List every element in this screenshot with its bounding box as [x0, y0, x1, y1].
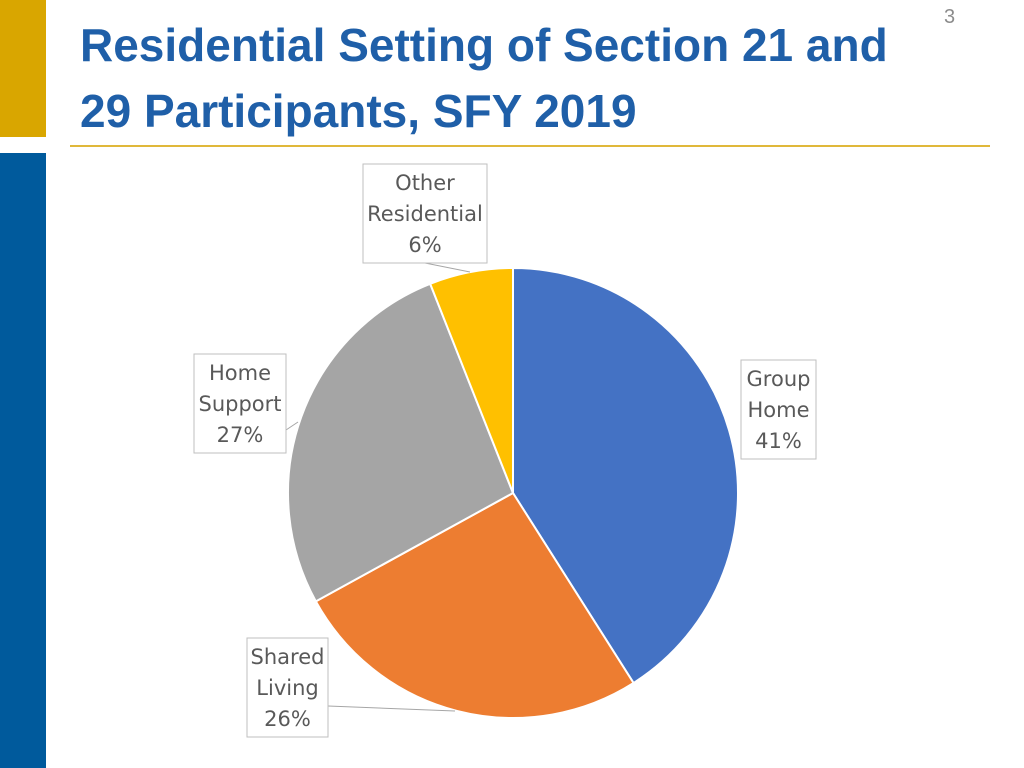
- data-label-text: Shared: [251, 645, 325, 669]
- leader-line-other-residential: [424, 262, 471, 273]
- data-label-home-support: Home Support 27%: [193, 353, 299, 454]
- slide-title-line-1: Residential Setting of Section 21 and: [80, 19, 888, 71]
- title-rule: [70, 145, 990, 147]
- data-label-text: Support: [198, 392, 281, 416]
- data-label-box-shared-living: [246, 637, 329, 738]
- pie-slice-group-home: [512, 266, 739, 685]
- data-label-shared-living: Shared Living 26%: [246, 637, 456, 738]
- leader-line-home-support: [285, 421, 299, 431]
- data-label-text: Other: [395, 171, 455, 195]
- data-label-group-home: Group Home 41%: [740, 359, 817, 460]
- data-label-text: Residential: [367, 202, 483, 226]
- data-label-box-group-home: [740, 359, 817, 460]
- data-label-value: 6%: [408, 233, 441, 257]
- pie-slice-other-residential: [428, 266, 514, 494]
- pie-slice-shared-living: [314, 491, 635, 719]
- blue-accent-bar: [0, 153, 46, 768]
- data-label-other-residential: Other Residential 6%: [362, 163, 488, 273]
- pie-data-labels: Group Home 41% Shared Living 26% Home Support 27…: [193, 163, 817, 738]
- data-label-box-home-support: [193, 353, 287, 454]
- slide-number: 3: [944, 6, 956, 28]
- data-label-value: 27%: [217, 423, 264, 447]
- leader-line-shared-living: [327, 705, 456, 712]
- data-label-value: 26%: [264, 707, 311, 731]
- data-label-value: 41%: [755, 429, 802, 453]
- pie-slice-home-support: [287, 282, 515, 603]
- data-label-box-other-residential: [362, 163, 488, 264]
- data-label-text: Home: [209, 361, 271, 385]
- data-label-text: Group: [747, 367, 811, 391]
- slide-title-line-2: 29 Participants, SFY 2019: [80, 85, 637, 137]
- pie-slices: [287, 266, 739, 719]
- data-label-text: Home: [747, 398, 809, 422]
- slide-title: Residential Setting of Section 21 and 29…: [80, 12, 1000, 144]
- gold-accent-bar: [0, 0, 46, 137]
- data-label-text: Living: [256, 676, 318, 700]
